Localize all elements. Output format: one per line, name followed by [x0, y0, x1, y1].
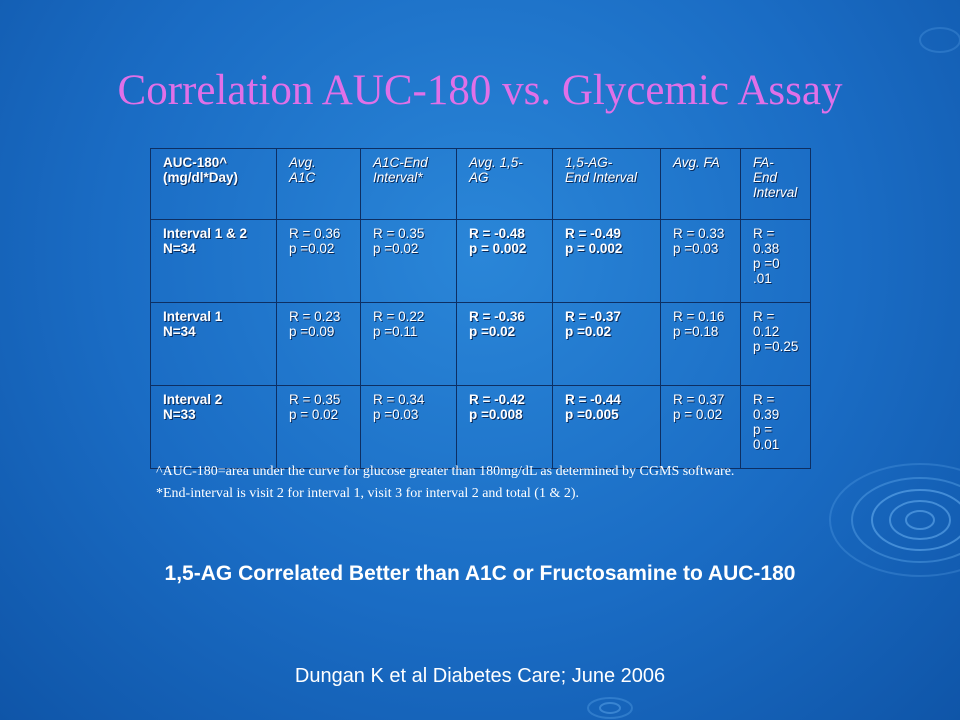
table-cell: R = 0.12 p =0.25: [740, 302, 811, 386]
table-cell-highlight: R = -0.36 p =0.02: [456, 302, 553, 386]
table-cell: R = 0.39 p = 0.01: [740, 385, 811, 469]
header-15ag-end-interval: 1,5-AG- End Interval: [552, 148, 661, 220]
header-auc180: AUC-180^ (mg/dl*Day): [150, 148, 277, 220]
table-cell: R = 0.16 p =0.18: [660, 302, 741, 386]
table-row: Interval 1 N=34 R = 0.23 p =0.09 R = 0.2…: [150, 302, 811, 386]
table-cell-highlight: R = -0.37 p =0.02: [552, 302, 661, 386]
header-a1c-end-interval: A1C-End Interval*: [360, 148, 457, 220]
table-cell-highlight: R = -0.44 p =0.005: [552, 385, 661, 469]
table-row: Interval 1 & 2 N=34 R = 0.36 p =0.02 R =…: [150, 219, 811, 303]
header-avg-fa: Avg. FA: [660, 148, 741, 220]
header-avg-15ag: Avg. 1,5- AG: [456, 148, 553, 220]
table-cell: R = 0.35 p =0.02: [360, 219, 457, 303]
row-label: Interval 1 & 2 N=34: [150, 219, 277, 303]
table-cell: R = 0.23 p =0.09: [276, 302, 361, 386]
row-label: Interval 2 N=33: [150, 385, 277, 469]
slide-title: Correlation AUC-180 vs. Glycemic Assay: [117, 67, 843, 114]
table-cell-highlight: R = -0.48 p = 0.002: [456, 219, 553, 303]
header-fa-end-interval: FA- End Interval: [740, 148, 811, 220]
row-label: Interval 1 N=34: [150, 302, 277, 386]
citation-text: Dungan K et al Diabetes Care; June 2006: [294, 665, 666, 687]
table-cell: R = 0.34 p =0.03: [360, 385, 457, 469]
table-cell-highlight: R = -0.49 p = 0.002: [552, 219, 661, 303]
table-cell: R = 0.36 p =0.02: [276, 219, 361, 303]
conclusion-text: 1,5-AG Correlated Better than A1C or Fru…: [164, 562, 796, 585]
table-cell: R = 0.38 p =0 .01: [740, 219, 811, 303]
table-cell: R = 0.33 p =0.03: [660, 219, 741, 303]
table-cell: R = 0.37 p = 0.02: [660, 385, 741, 469]
table-header-row: AUC-180^ (mg/dl*Day) Avg. A1C A1C-End In…: [150, 148, 811, 220]
footnote-end-interval: *End-interval is visit 2 for interval 1,…: [156, 486, 580, 501]
table-cell: R = 0.35 p = 0.02: [276, 385, 361, 469]
correlation-table: AUC-180^ (mg/dl*Day) Avg. A1C A1C-End In…: [150, 148, 811, 469]
footnote-auc180: ^AUC-180=area under the curve for glucos…: [156, 464, 735, 479]
table-row: Interval 2 N=33 R = 0.35 p = 0.02 R = 0.…: [150, 385, 811, 469]
table-cell: R = 0.22 p =0.11: [360, 302, 457, 386]
header-avg-a1c: Avg. A1C: [276, 148, 361, 220]
table-cell-highlight: R = -0.42 p =0.008: [456, 385, 553, 469]
